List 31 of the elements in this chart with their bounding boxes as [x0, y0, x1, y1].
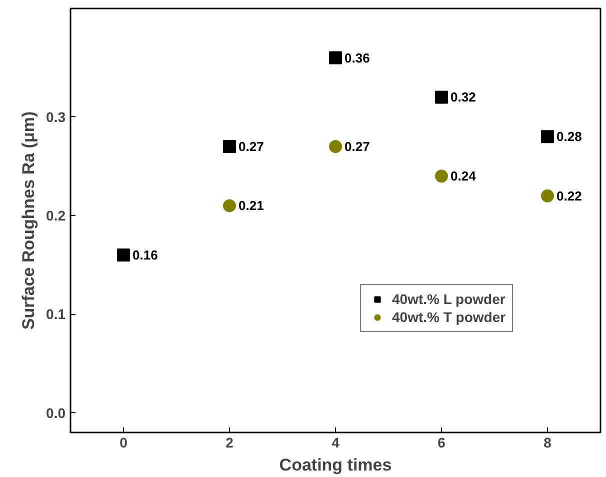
- y-axis-title: Surface Roughnes Ra (μm): [19, 111, 38, 330]
- point: [435, 170, 448, 183]
- data-label: 0.21: [238, 198, 264, 214]
- x-tick-label: 2: [226, 434, 234, 450]
- data-label: 0.24: [450, 168, 477, 184]
- data-label: 0.22: [556, 188, 582, 204]
- data-label: 0.32: [450, 90, 476, 105]
- legend-label: 40wt.% T powder: [392, 309, 506, 325]
- x-tick-label: 0: [120, 434, 128, 450]
- y-tick-label: 0.1: [46, 306, 66, 322]
- point: [117, 248, 130, 262]
- data-label: 0.28: [556, 129, 582, 144]
- point: [223, 199, 236, 212]
- point: [329, 140, 342, 154]
- y-tick-label: 0.0: [46, 404, 66, 421]
- point: [435, 90, 448, 104]
- point: [541, 130, 554, 144]
- legend-label: 40wt.% L powder: [392, 291, 506, 307]
- x-tick-label: 6: [438, 434, 446, 450]
- y-tick-label: 0.3: [46, 108, 66, 125]
- point: [329, 51, 342, 64]
- x-tick-label: 8: [544, 434, 552, 450]
- data-label: 0.27: [238, 139, 264, 154]
- data-label: 0.16: [132, 248, 158, 263]
- y-tick-label: 0.2: [46, 208, 66, 224]
- point: [223, 140, 236, 154]
- data-label: 0.27: [344, 139, 370, 154]
- x-tick-label: 4: [332, 434, 340, 450]
- data-label: 0.36: [344, 50, 370, 66]
- x-axis-title: Coating times: [279, 456, 392, 474]
- point: [541, 189, 554, 202]
